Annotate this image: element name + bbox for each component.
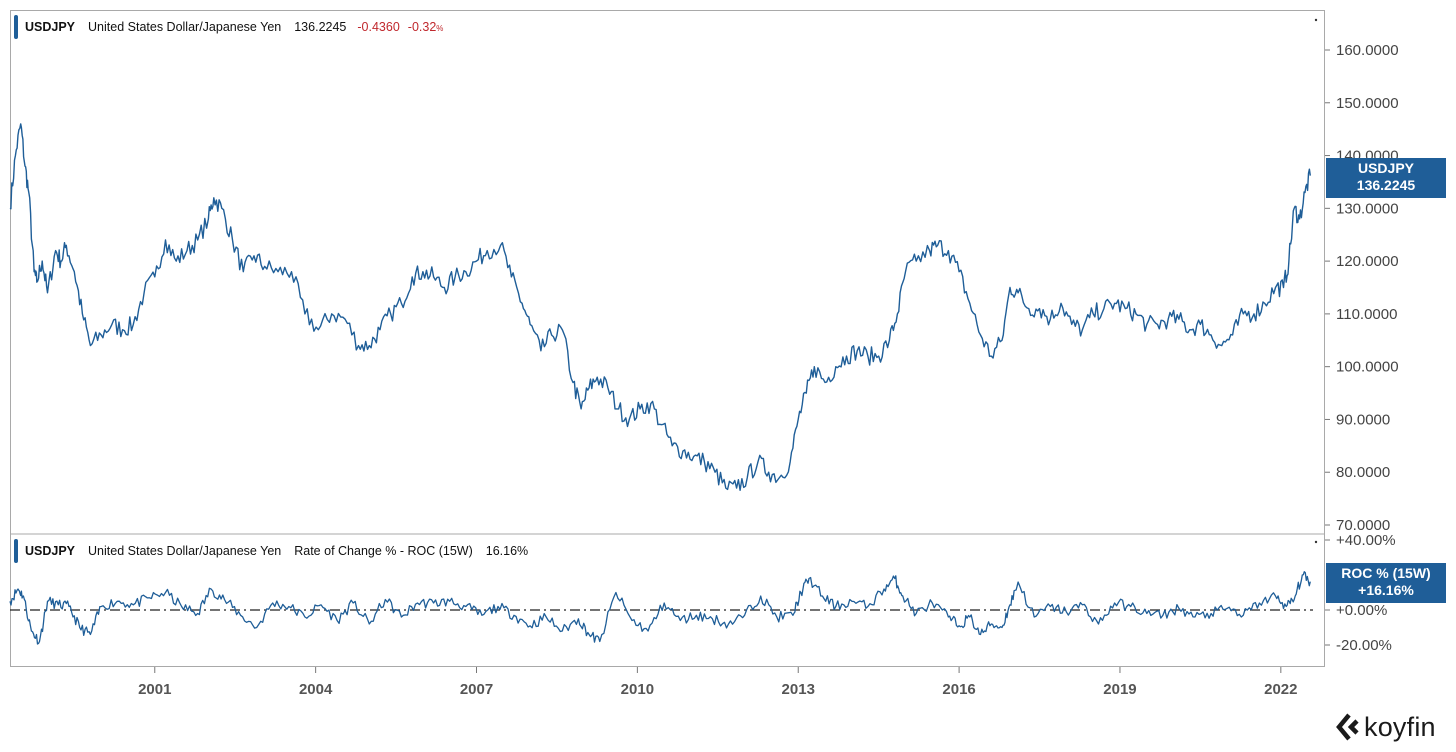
koyfin-logo: koyfin (1336, 712, 1436, 742)
tag-indicator: ROC % (15W) (1341, 565, 1431, 581)
roc-legend[interactable]: USDJPY United States Dollar/Japanese Yen… (14, 536, 548, 566)
x-tick-label: 2007 (460, 681, 493, 698)
legend-symbol: USDJPY (25, 20, 76, 34)
y-tick-label: 110.0000 (1336, 306, 1397, 323)
series-color-swatch (14, 15, 18, 39)
x-tick-label: 2022 (1264, 681, 1297, 698)
legend-indicator: Rate of Change % - ROC (15W) (294, 544, 473, 558)
pane-menu-dot[interactable] (1314, 540, 1318, 544)
legend-name: United States Dollar/Japanese Yen (88, 544, 282, 558)
y-tick-label: 90.0000 (1336, 411, 1390, 428)
y-tick-label: 100.0000 (1336, 359, 1399, 376)
x-tick-label: 2001 (138, 681, 171, 698)
time-x-axis: 2001 2004 2007 2010 2013 2016 2019 2022 (138, 667, 1298, 698)
legend-roc-value: 16.16% (485, 544, 529, 558)
tag-value: +16.16% (1358, 582, 1414, 598)
tag-value: 136.2245 (1356, 177, 1416, 193)
y-tick-label: 160.0000 (1336, 42, 1399, 59)
roc-line (9, 571, 1311, 645)
roc-tick-label: +0.00% (1336, 602, 1387, 619)
price-y-axis: 160.0000150.0000140.0000130.0000120.0000… (1325, 42, 1399, 534)
x-tick-label: 2013 (782, 681, 815, 698)
tag-symbol: USDJPY (1357, 160, 1415, 176)
usdjpy-price-line (9, 123, 1311, 491)
legend-last-value: 136.2245 (294, 20, 347, 34)
y-tick-label: 130.0000 (1336, 200, 1399, 217)
y-tick-label: 150.0000 (1336, 95, 1399, 112)
roc-tick-label: -20.00% (1336, 637, 1392, 654)
x-tick-label: 2019 (1103, 681, 1136, 698)
last-roc-tag: ROC % (15W) +16.16% (1326, 563, 1446, 603)
legend-symbol: USDJPY (25, 544, 76, 558)
pane-menu-dot[interactable] (1314, 18, 1318, 22)
y-tick-label: 120.0000 (1336, 253, 1399, 270)
x-tick-label: 2016 (942, 681, 975, 698)
x-tick-label: 2004 (299, 681, 333, 698)
legend-name: United States Dollar/Japanese Yen (88, 20, 282, 34)
last-price-tag: USDJPY 136.2245 (1326, 158, 1446, 198)
y-tick-label: 80.0000 (1336, 464, 1390, 481)
x-tick-label: 2010 (621, 681, 654, 698)
koyfin-chevron-icon (1336, 713, 1359, 741)
roc-tick-label: +40.00% (1336, 532, 1396, 549)
y-tick-label: 70.0000 (1336, 517, 1390, 534)
main-legend[interactable]: USDJPY United States Dollar/Japanese Yen… (14, 12, 452, 42)
legend-change-percent: -0.32% (407, 20, 444, 34)
legend-change: -0.4360 (357, 20, 400, 34)
series-color-swatch (14, 539, 18, 563)
roc-y-axis: +40.00% +0.00% -20.00% (1325, 532, 1396, 654)
brand-name: koyfin (1364, 711, 1436, 742)
